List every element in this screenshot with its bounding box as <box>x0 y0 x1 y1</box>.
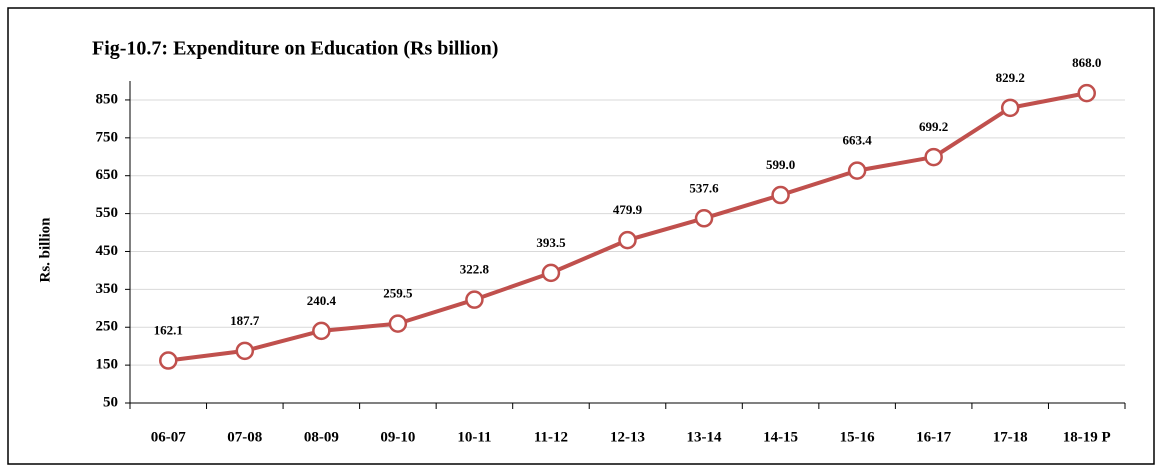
y-axis-label: Rs. billion <box>37 217 53 283</box>
point <box>1077 83 1096 103</box>
x-tick-label: 10-11 <box>457 429 491 445</box>
y-tick-label: 750 <box>96 129 119 145</box>
x-tick-label: 06-07 <box>151 429 186 445</box>
y-tick-label: 450 <box>96 243 119 259</box>
point <box>618 230 637 250</box>
x-tick-label: 07-08 <box>227 429 262 445</box>
x-tick-label: 11-12 <box>534 429 568 445</box>
x-tick-label: 17-18 <box>993 429 1028 445</box>
x-tick-label: 08-09 <box>304 429 339 445</box>
x-tick-label: 14-15 <box>763 429 798 445</box>
point <box>388 314 408 333</box>
y-tick-label: 650 <box>96 167 119 183</box>
data-label: 537.6 <box>689 180 719 195</box>
point <box>235 341 255 361</box>
y-tick-label: 350 <box>96 281 119 297</box>
data-label: 699.2 <box>919 119 948 134</box>
line <box>168 91 1088 363</box>
point <box>847 161 867 180</box>
point <box>694 209 714 228</box>
data-label: 479.9 <box>613 202 643 217</box>
x-tick-label: 09-10 <box>380 429 415 445</box>
chart-border <box>7 7 1155 465</box>
x-tick-label: 18-19 P <box>1063 429 1111 445</box>
data-label: 187.7 <box>230 313 260 328</box>
point <box>465 290 484 309</box>
y-tick-label: 250 <box>96 319 119 335</box>
point <box>541 263 561 283</box>
x-tick-label: 13-14 <box>687 429 722 445</box>
data-label: 868.0 <box>1072 55 1101 70</box>
x-tick-label: 12-13 <box>610 429 645 445</box>
data-label: 322.8 <box>460 262 490 277</box>
y-tick-label: 50 <box>103 394 118 410</box>
y-tick-label: 850 <box>96 91 119 107</box>
data-label: 259.5 <box>383 286 413 301</box>
y-tick-label: 150 <box>96 357 119 373</box>
x-tick-label: 16-17 <box>916 429 951 445</box>
point <box>1000 98 1020 118</box>
data-label: 240.4 <box>307 293 337 308</box>
data-label: 599.0 <box>766 157 795 172</box>
point <box>924 147 943 167</box>
data-label: 162.1 <box>154 323 183 338</box>
y-tick-label: 550 <box>96 205 119 221</box>
point <box>312 321 331 341</box>
data-label: 829.2 <box>996 70 1025 85</box>
data-label: 393.5 <box>536 235 566 250</box>
chart-title: Fig-10.7: Expenditure on Education (Rs b… <box>92 38 498 60</box>
point <box>771 185 790 205</box>
data-label: 663.4 <box>842 133 872 148</box>
point <box>159 351 178 370</box>
x-tick-label: 15-16 <box>840 429 875 445</box>
